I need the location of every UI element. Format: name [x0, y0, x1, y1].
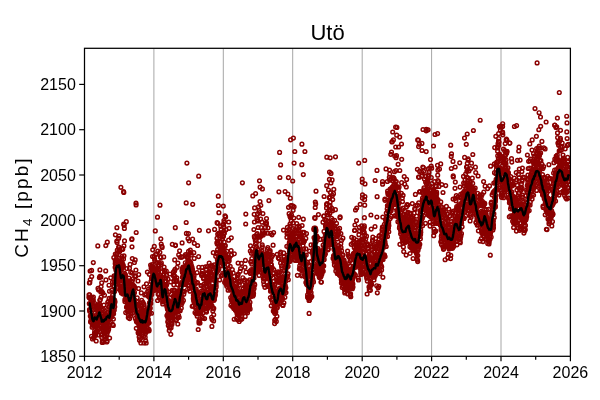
svg-text:1900: 1900 [40, 303, 76, 320]
svg-text:2050: 2050 [40, 167, 76, 184]
svg-text:2018: 2018 [275, 364, 311, 381]
svg-text:CH4 [ppb]: CH4 [ppb] [11, 156, 36, 257]
svg-text:2150: 2150 [40, 76, 76, 93]
svg-text:2000: 2000 [40, 212, 76, 229]
svg-text:2100: 2100 [40, 121, 76, 138]
svg-text:2016: 2016 [206, 364, 242, 381]
svg-text:2012: 2012 [67, 364, 103, 381]
svg-text:2014: 2014 [136, 364, 172, 381]
svg-text:1950: 1950 [40, 257, 76, 274]
svg-text:2026: 2026 [553, 364, 589, 381]
svg-text:Utö: Utö [310, 20, 344, 45]
svg-text:2020: 2020 [344, 364, 380, 381]
svg-text:2024: 2024 [483, 364, 519, 381]
svg-text:1850: 1850 [40, 348, 76, 365]
svg-text:2022: 2022 [414, 364, 450, 381]
